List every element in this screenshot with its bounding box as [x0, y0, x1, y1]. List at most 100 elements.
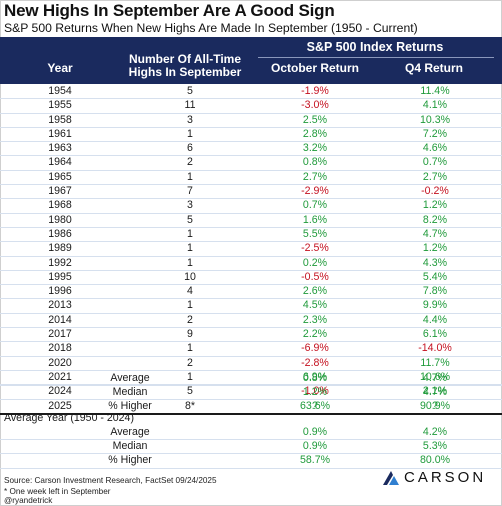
- q4-return-cell: 8.2%: [422, 213, 448, 226]
- october-return-cell: -1.0%: [301, 385, 329, 398]
- summary-row: Median 1.2% 4.7%: [0, 386, 502, 401]
- year-cell: 1968: [48, 199, 72, 212]
- summary-label: Median: [112, 440, 148, 453]
- summary-label: Median: [112, 386, 148, 399]
- table-row: 2021 1 6.9% 10.6%: [0, 370, 502, 386]
- october-return-cell: 0.7%: [302, 199, 328, 212]
- q4-return-cell: 4.6%: [422, 142, 448, 155]
- highs-count-cell: 1: [187, 342, 193, 355]
- highs-count-cell: 8*: [184, 399, 195, 412]
- october-return-cell: -1.9%: [301, 85, 329, 97]
- table-row: 1968 3 0.7% 1.2%: [0, 199, 502, 214]
- highs-count-cell: 2: [187, 356, 193, 369]
- summary-label: Average: [110, 372, 150, 384]
- table-row: 2025 8*??: [0, 400, 502, 414]
- q4-return-cell: 4.1%: [422, 99, 448, 112]
- october-return-cell: -2.5%: [301, 242, 329, 255]
- highs-count-cell: 5: [187, 213, 193, 226]
- q4-return-cell: 11.7%: [420, 356, 450, 369]
- october-return-cell: ?: [312, 399, 318, 412]
- table-row: 2024 5 -1.0% 2.1%: [0, 385, 502, 400]
- october-return-cell: 2.5%: [302, 113, 328, 126]
- highs-count-cell: 2: [187, 313, 193, 326]
- summary-q4-value: 90.9%: [419, 400, 451, 413]
- october-return-cell: 4.5%: [302, 299, 328, 312]
- october-return-cell: -2.8%: [301, 356, 329, 369]
- q4-return-cell: 2.1%: [422, 385, 448, 398]
- table-row: 2013 1 4.5% 9.9%: [0, 299, 502, 314]
- q4-return-cell: 10.3%: [419, 113, 451, 126]
- highs-count-cell: 1: [187, 127, 193, 140]
- header-year: Year: [47, 61, 73, 75]
- summary-q4-value: 4.7%: [422, 386, 448, 399]
- table-row: 1954 5 -1.9% 11.4%: [0, 85, 502, 100]
- table-row: 1955 11 -3.0% 4.1%: [0, 99, 502, 114]
- q4-return-cell: 5.4%: [422, 270, 448, 283]
- year-cell: 2020: [48, 356, 72, 369]
- year-cell: 2021: [48, 370, 72, 383]
- table-row: 1992 1 0.2% 4.3%: [0, 257, 502, 271]
- year-cell: 1989: [48, 242, 72, 255]
- table-row: 1965 1 2.7% 2.7%: [0, 171, 502, 186]
- summary-october-value: 0.9%: [302, 426, 328, 438]
- header-october-return: October Return: [270, 61, 359, 75]
- table-row: 1961 1 2.8% 7.2%: [0, 127, 502, 143]
- q4-return-cell: 9.9%: [422, 299, 448, 312]
- summary-row: Average 0.8% 4.7%: [0, 372, 502, 387]
- header-number-line-2: Highs In September: [128, 65, 242, 79]
- october-return-cell: 0.2%: [302, 256, 328, 269]
- october-return-cell: -6.9%: [301, 342, 329, 355]
- q4-return-cell: ?: [432, 399, 438, 412]
- table-row: 2020 2 -2.8% 11.7%: [0, 357, 502, 371]
- highs-count-cell: 4: [187, 285, 193, 298]
- year-cell: 1992: [48, 256, 72, 269]
- q4-return-cell: -0.2%: [421, 185, 449, 198]
- summary-row: Average 0.9% 4.2%: [0, 426, 502, 441]
- summary-october-value: 58.7%: [299, 454, 331, 467]
- q4-return-cell: 4.4%: [422, 313, 448, 326]
- q4-return-cell: 7.8%: [422, 285, 448, 298]
- october-return-cell: 1.6%: [302, 213, 328, 226]
- table-row: 1995 10 -0.5% 5.4%: [0, 270, 502, 286]
- carson-logo-text: CARSON: [404, 469, 487, 486]
- q4-return-cell: 4.7%: [422, 227, 448, 240]
- table-row: 1964 2 0.8% 0.7%: [0, 156, 502, 171]
- october-return-cell: 5.5%: [302, 227, 328, 240]
- summary-q4-value: 4.2%: [422, 426, 448, 438]
- summary-label: % Higher: [108, 400, 152, 413]
- highs-count-cell: 10: [184, 270, 196, 283]
- year-cell: 1954: [48, 85, 72, 97]
- year-cell: 2017: [48, 328, 72, 341]
- table-header: S&P 500 Index Returns Year Number Of All…: [0, 37, 502, 84]
- october-return-cell: 2.6%: [302, 285, 328, 298]
- q4-return-cell: -14.0%: [418, 342, 452, 355]
- highs-count-cell: 3: [187, 199, 193, 212]
- october-return-cell: 0.8%: [302, 156, 328, 169]
- highs-count-cell: 1: [187, 227, 193, 240]
- table-row: 1989 1 -2.5% 1.2%: [0, 242, 502, 257]
- table-row: 1958 3 2.5% 10.3%: [0, 114, 502, 128]
- year-cell: 1964: [48, 156, 72, 169]
- header-group-divider: [258, 57, 494, 58]
- footnote: * One week left in September: [4, 487, 111, 496]
- highs-count-cell: 1: [187, 242, 193, 255]
- october-return-cell: 2.2%: [302, 328, 328, 341]
- summary-row: Median 0.9% 5.3%: [0, 440, 502, 455]
- table-row: 2014 2 2.3% 4.4%: [0, 313, 502, 329]
- highs-count-cell: 6: [187, 142, 193, 155]
- table-row: 2018 1 -6.9% -14.0%: [0, 342, 502, 357]
- header-q4-return: Q4 Return: [404, 61, 463, 75]
- year-cell: 2013: [48, 299, 72, 312]
- carson-logo-icon: [383, 471, 399, 485]
- q4-return-cell: 4.3%: [422, 256, 448, 269]
- header-group-label: S&P 500 Index Returns: [306, 40, 444, 54]
- summary-table-2: Average 0.9% 4.2% Median 0.9% 5.3% % Higher 58.…: [0, 426, 502, 469]
- summary-october-value: 1.2%: [302, 386, 328, 399]
- table-row: 2017 9 2.2% 6.1%: [0, 328, 502, 343]
- page-title: New Highs In September Are A Good Sign: [4, 1, 335, 20]
- october-return-cell: 2.3%: [302, 313, 328, 326]
- october-return-cell: 6.9%: [302, 370, 328, 383]
- q4-return-cell: 1.2%: [422, 199, 448, 212]
- table-row: 1996 4 2.6% 7.8%: [0, 285, 502, 300]
- table-row: 1986 1 5.5% 4.7%: [0, 227, 502, 243]
